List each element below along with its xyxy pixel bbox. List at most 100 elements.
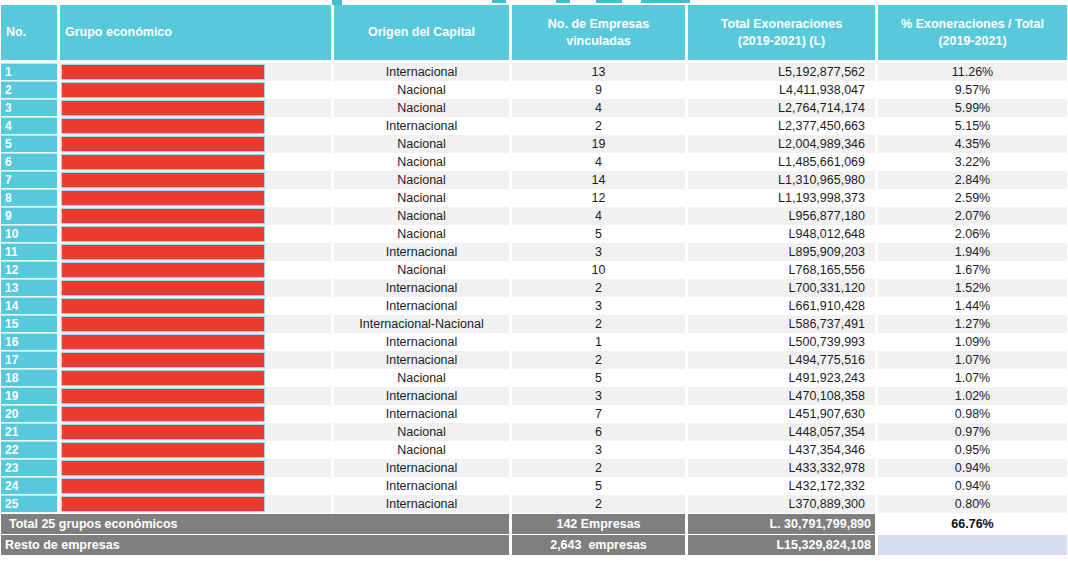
redaction-bar: [61, 118, 265, 134]
row-number-cell: 25: [1, 495, 57, 513]
group-name-redacted-cell: [60, 459, 331, 477]
capital-origin-cell: Internacional-Nacional: [334, 315, 509, 333]
percent-of-total-cell: 2.59%: [878, 189, 1067, 207]
percent-of-total-cell: 1.67%: [878, 261, 1067, 279]
redaction-bar: [61, 280, 265, 296]
capital-origin-cell: Nacional: [334, 171, 509, 189]
total-exonerations-cell: L432,172,332: [688, 477, 875, 495]
table-body: 1 Internacional 13 L5,192,877,562 11.26%…: [1, 63, 1067, 513]
row-number-cell: 24: [1, 477, 57, 495]
percent-of-total-cell: 2.07%: [878, 207, 1067, 225]
resto-exoneraciones: L15,329,824,108: [688, 535, 875, 555]
percent-of-total-cell: 4.35%: [878, 135, 1067, 153]
table-row: 17 Internacional 2 L494,775,516 1.07%: [1, 351, 1067, 369]
table-row: 21 Nacional 6 L448,057,354 0.97%: [1, 423, 1067, 441]
linked-companies-cell: 12: [512, 189, 685, 207]
capital-origin-cell: Internacional: [334, 351, 509, 369]
total-exonerations-cell: L2,004,989,346: [688, 135, 875, 153]
table-row: 6 Nacional 4 L1,485,661,069 3.22%: [1, 153, 1067, 171]
total-exonerations-cell: L451,907,630: [688, 405, 875, 423]
table-row: 2 Nacional 9 L4,411,938,047 9.57%: [1, 81, 1067, 99]
clipped-title-fragment: [492, 0, 506, 3]
group-name-redacted-cell: [60, 135, 331, 153]
total-exonerations-cell: L491,923,243: [688, 369, 875, 387]
total-exonerations-cell: L448,057,354: [688, 423, 875, 441]
redaction-bar: [61, 154, 265, 170]
table-header-row: No. Grupo económico Origen del Capital N…: [1, 5, 1067, 60]
percent-of-total-cell: 1.07%: [878, 351, 1067, 369]
total-exonerations-cell: L433,332,978: [688, 459, 875, 477]
linked-companies-cell: 2: [512, 117, 685, 135]
percent-of-total-cell: 0.94%: [878, 477, 1067, 495]
linked-companies-cell: 10: [512, 261, 685, 279]
row-number-cell: 20: [1, 405, 57, 423]
percent-of-total-cell: 0.98%: [878, 405, 1067, 423]
percent-of-total-cell: 9.57%: [878, 81, 1067, 99]
resto-label: Resto de empresas: [1, 535, 509, 555]
linked-companies-cell: 6: [512, 423, 685, 441]
row-number-cell: 7: [1, 171, 57, 189]
capital-origin-cell: Nacional: [334, 369, 509, 387]
group-name-redacted-cell: [60, 261, 331, 279]
header-no: No.: [1, 5, 57, 60]
percent-of-total-cell: 0.97%: [878, 423, 1067, 441]
redaction-bar: [61, 100, 265, 116]
total-exonerations-cell: L768,165,556: [688, 261, 875, 279]
redaction-bar: [61, 424, 265, 440]
totals-percent: 66.76%: [878, 514, 1067, 534]
redaction-bar: [61, 208, 265, 224]
group-name-redacted-cell: [60, 441, 331, 459]
group-name-redacted-cell: [60, 279, 331, 297]
total-exonerations-cell: L1,310,965,980: [688, 171, 875, 189]
clipped-title-fragment: [596, 0, 622, 3]
table-row: 14 Internacional 3 L661,910,428 1.44%: [1, 297, 1067, 315]
redaction-bar: [61, 496, 265, 512]
capital-origin-cell: Internacional: [334, 297, 509, 315]
percent-of-total-cell: 1.52%: [878, 279, 1067, 297]
total-exonerations-cell: L5,192,877,562: [688, 63, 875, 81]
group-name-redacted-cell: [60, 225, 331, 243]
redaction-bar: [61, 136, 265, 152]
total-exonerations-cell: L500,739,993: [688, 333, 875, 351]
totals-exoneraciones: L. 30,791,799,890: [688, 514, 875, 534]
redaction-bar: [61, 388, 265, 404]
total-exonerations-cell: L1,193,998,373: [688, 189, 875, 207]
capital-origin-cell: Internacional: [334, 405, 509, 423]
redaction-bar: [61, 316, 265, 332]
redaction-bar: [61, 82, 265, 98]
header-pct-exoneraciones: % Exoneraciones / Total (2019-2021): [878, 5, 1067, 60]
redaction-bar: [61, 478, 265, 494]
group-name-redacted-cell: [60, 351, 331, 369]
group-name-redacted-cell: [60, 81, 331, 99]
redaction-bar: [61, 442, 265, 458]
group-name-redacted-cell: [60, 117, 331, 135]
row-number-cell: 6: [1, 153, 57, 171]
redaction-bar: [61, 190, 265, 206]
group-name-redacted-cell: [60, 63, 331, 81]
group-name-redacted-cell: [60, 207, 331, 225]
total-exonerations-cell: L895,909,203: [688, 243, 875, 261]
linked-companies-cell: 9: [512, 81, 685, 99]
row-number-cell: 8: [1, 189, 57, 207]
linked-companies-cell: 2: [512, 279, 685, 297]
group-name-redacted-cell: [60, 189, 331, 207]
group-name-redacted-cell: [60, 243, 331, 261]
table-row: 19 Internacional 3 L470,108,358 1.02%: [1, 387, 1067, 405]
linked-companies-cell: 2: [512, 495, 685, 513]
redaction-bar: [61, 172, 265, 188]
clipped-title-fragment: [556, 0, 570, 3]
table-row: 20 Internacional 7 L451,907,630 0.98%: [1, 405, 1067, 423]
group-name-redacted-cell: [60, 333, 331, 351]
capital-origin-cell: Nacional: [334, 81, 509, 99]
total-exonerations-cell: L2,377,450,663: [688, 117, 875, 135]
redaction-bar: [61, 334, 265, 350]
row-number-cell: 5: [1, 135, 57, 153]
header-origen-del-capital: Origen del Capital: [334, 5, 509, 60]
capital-origin-cell: Internacional: [334, 495, 509, 513]
capital-origin-cell: Nacional: [334, 135, 509, 153]
capital-origin-cell: Internacional: [334, 477, 509, 495]
linked-companies-cell: 4: [512, 99, 685, 117]
total-exonerations-cell: L470,108,358: [688, 387, 875, 405]
row-number-cell: 11: [1, 243, 57, 261]
row-number-cell: 16: [1, 333, 57, 351]
